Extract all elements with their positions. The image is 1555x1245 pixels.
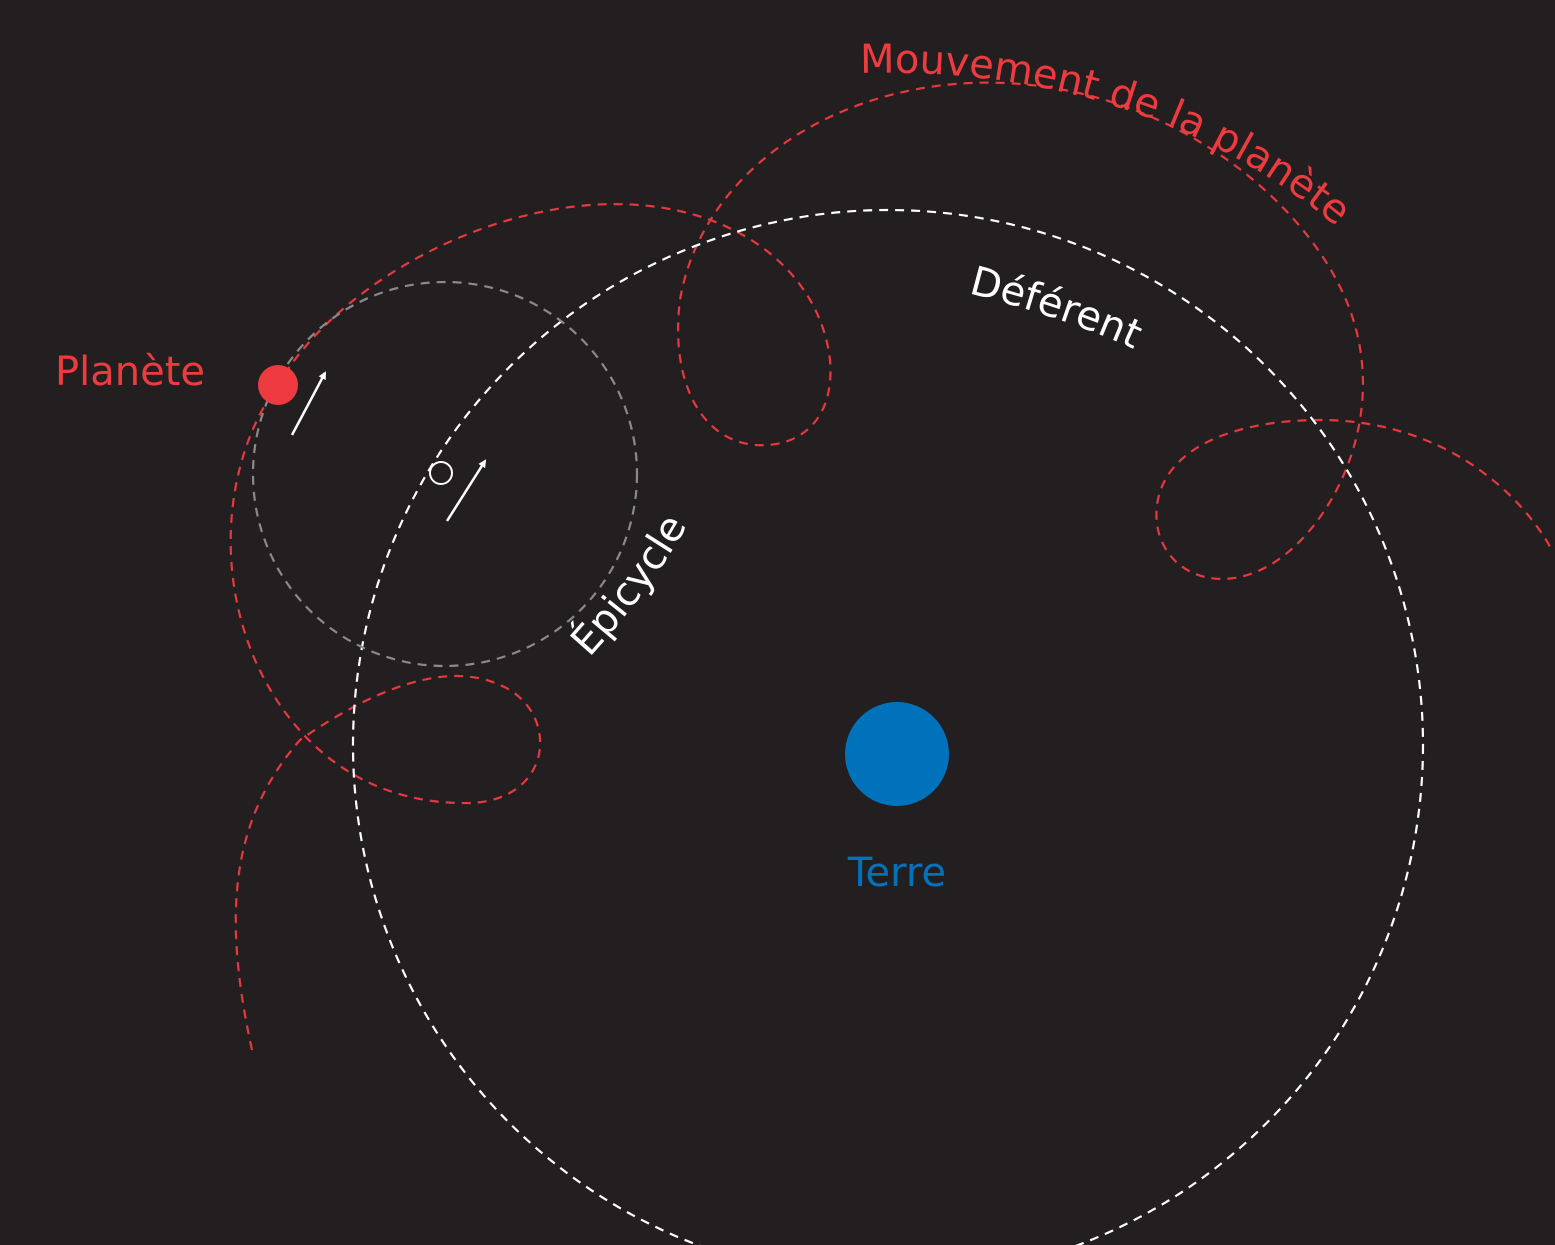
epicycle-circle	[251, 280, 639, 668]
planet-label: Planète	[55, 349, 205, 395]
epicycle-direction-arrow-icon	[445, 459, 487, 522]
planet-direction-arrow-icon	[290, 371, 327, 436]
planet-icon	[258, 365, 298, 405]
deferent-label: Déférent	[966, 258, 1149, 358]
planet-motion-label: Mouvement de la planète	[860, 37, 1359, 235]
deferent-circle	[352, 209, 1424, 1245]
earth-label: Terre	[847, 850, 946, 896]
epicycle-label: Épicycle	[561, 507, 696, 664]
planet-motion-path	[229, 81, 1554, 1051]
epicycle-center-icon	[429, 461, 453, 485]
earth-icon	[845, 702, 949, 806]
